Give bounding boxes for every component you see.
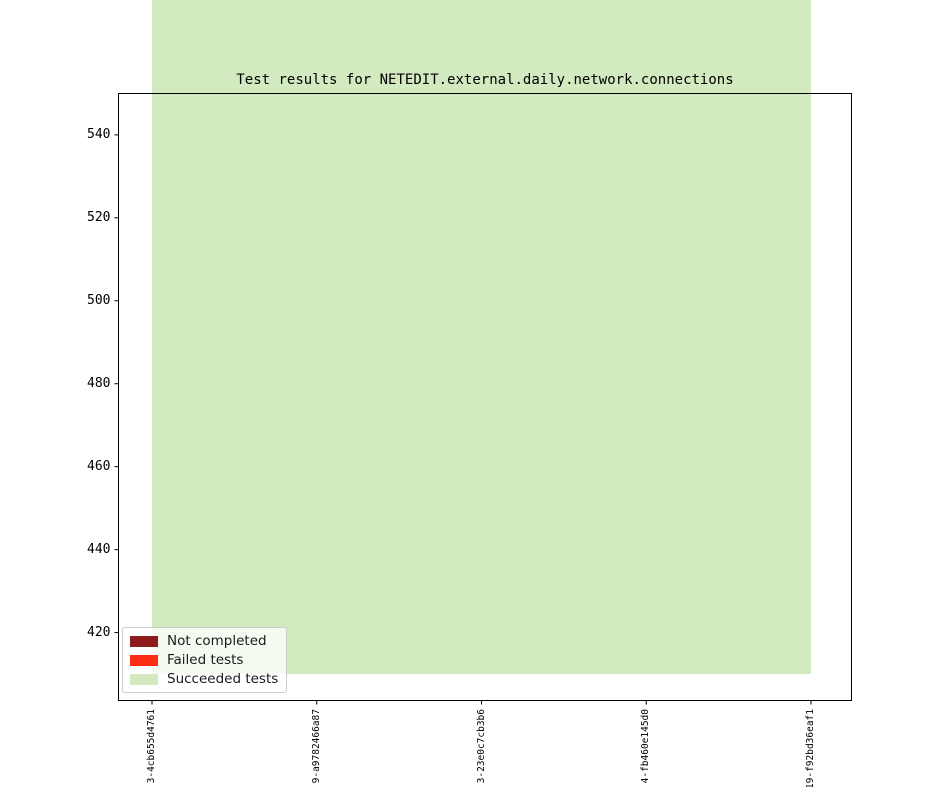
y-axis-tick-label: 540: [87, 126, 111, 142]
legend-swatch: [130, 673, 158, 685]
y-axis-tick-label: 440: [87, 541, 111, 557]
x-axis-tick-label: 9-a9782466a87: [310, 709, 322, 784]
legend-item: Failed tests: [130, 652, 278, 668]
y-axis-tick-label: 500: [87, 292, 111, 308]
legend-swatch: [130, 654, 158, 666]
x-axis-tick-label: 19-f92bd36eaf1: [805, 709, 816, 787]
x-axis-tick-label: 4-fb460e145d0: [640, 709, 652, 784]
legend-label: Failed tests: [167, 652, 244, 668]
x-axis-tick-label: 3-4cb655d4761: [146, 709, 157, 784]
legend-item: Not completed: [130, 633, 278, 649]
x-axis-tick-label: 3-23e0c7cb3b6: [475, 709, 487, 784]
legend-item: Succeeded tests: [130, 671, 278, 687]
legend: Not completed Failed tests Succeeded tests: [122, 627, 288, 693]
legend-label: Not completed: [167, 633, 267, 649]
axes-spines: [118, 93, 852, 701]
y-axis-tick-label: 480: [87, 375, 111, 391]
plot-title: Test results for NETEDIT.external.daily.…: [236, 72, 734, 88]
legend-swatch: [130, 635, 158, 647]
y-axis-tick-label: 460: [87, 458, 111, 474]
succeeded-tests-area: [152, 0, 811, 675]
legend-label: Succeeded tests: [167, 671, 279, 687]
y-axis-tick-label: 420: [87, 624, 111, 640]
y-axis-tick-label: 520: [87, 209, 111, 225]
